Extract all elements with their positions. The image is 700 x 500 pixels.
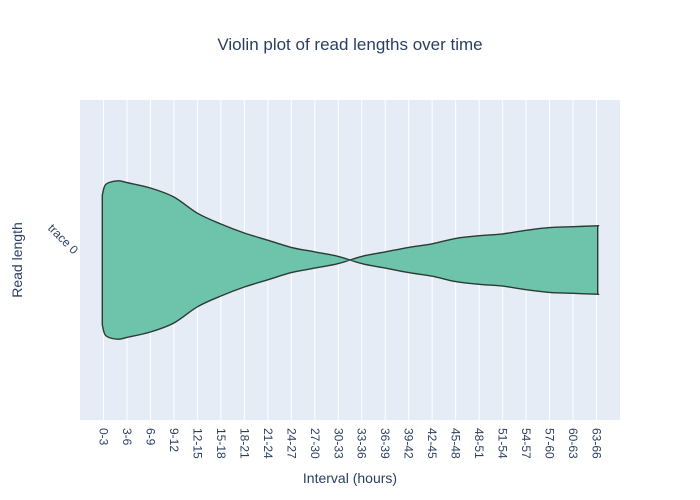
x-tick-label: 15-18 (214, 428, 228, 459)
y-axis-label: Read length (9, 222, 25, 298)
y-tick-label: trace 0 (45, 221, 81, 257)
violin-shape (101, 180, 600, 340)
x-tick-label: 39-42 (402, 428, 416, 459)
x-tick-labels: 0-3 3-6 6-9 9-12 12-15 15-18 18-21 21-24 24-27 27… (96, 428, 603, 459)
x-tick-label: 33-36 (355, 428, 369, 459)
x-tick-label: 21-24 (261, 428, 275, 459)
x-tick-label: 27-30 (308, 428, 322, 459)
x-tick-label: 51-54 (496, 428, 510, 459)
x-tick-label: 0-3 (96, 428, 110, 446)
x-tick-label: 36-39 (378, 428, 392, 459)
x-tick-label: 42-45 (425, 428, 439, 459)
x-tick-label: 63-66 (590, 428, 604, 459)
x-tick-label: 54-57 (519, 428, 533, 459)
x-tick-label: 30-33 (331, 428, 345, 459)
x-tick-label: 60-63 (566, 428, 580, 459)
y-tick-labels: trace 0 (45, 221, 81, 257)
x-tick-label: 3-6 (120, 428, 134, 446)
x-tick-label: 57-60 (543, 428, 557, 459)
x-tick-label: 12-15 (190, 428, 204, 459)
violin-layer (101, 180, 600, 340)
chart-title: Violin plot of read lengths over time (217, 35, 482, 54)
x-tick-label: 18-21 (237, 428, 251, 459)
x-tick-label: 48-51 (472, 428, 486, 459)
x-tick-label: 9-12 (167, 428, 181, 452)
x-tick-label: 6-9 (143, 428, 157, 446)
x-tick-label: 24-27 (284, 428, 298, 459)
x-axis-label: Interval (hours) (303, 470, 397, 486)
x-tick-label: 45-48 (449, 428, 463, 459)
